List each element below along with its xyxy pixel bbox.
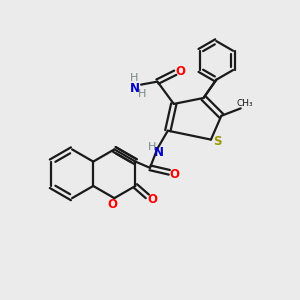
Text: H: H bbox=[130, 73, 139, 83]
Text: N: N bbox=[154, 146, 164, 159]
Text: O: O bbox=[176, 65, 186, 78]
Text: O: O bbox=[170, 168, 180, 181]
Text: CH₃: CH₃ bbox=[237, 99, 254, 108]
Text: H: H bbox=[137, 88, 146, 98]
Text: N: N bbox=[130, 82, 140, 95]
Text: H: H bbox=[148, 142, 156, 152]
Text: O: O bbox=[108, 198, 118, 211]
Text: O: O bbox=[148, 193, 158, 206]
Text: S: S bbox=[213, 135, 222, 148]
